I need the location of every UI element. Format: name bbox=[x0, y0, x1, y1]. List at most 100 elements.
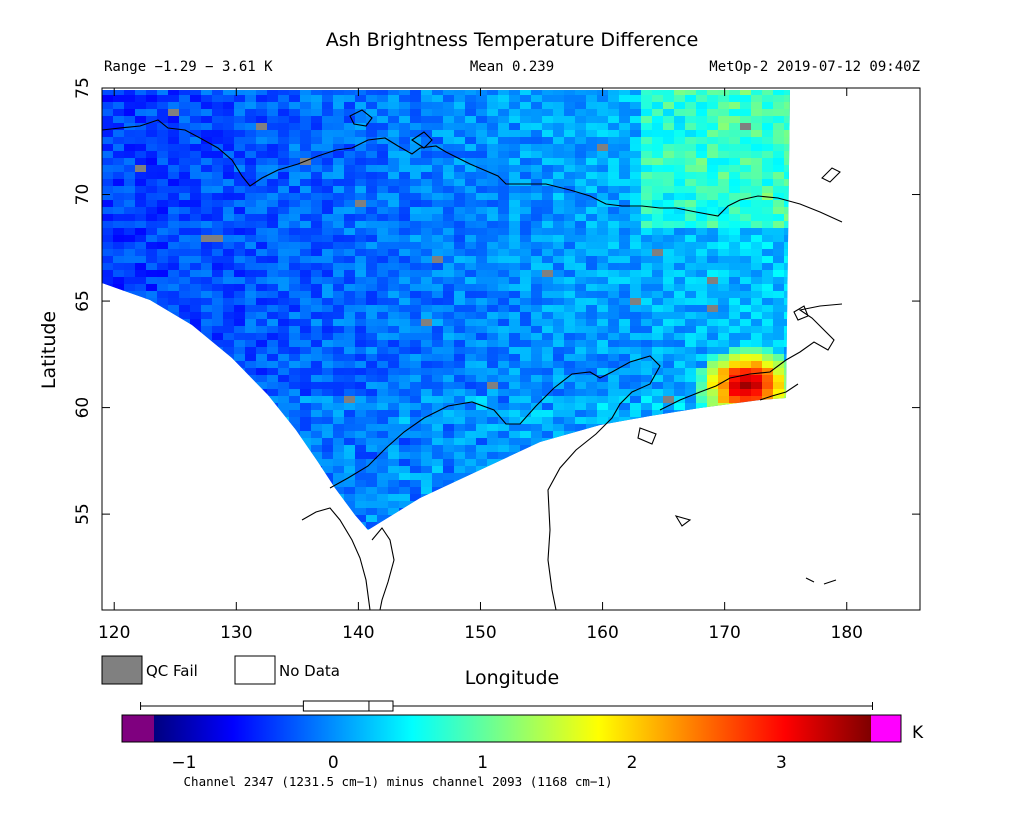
swath-pixel bbox=[476, 95, 487, 102]
swath-pixel bbox=[619, 221, 630, 228]
swath-pixel bbox=[762, 333, 773, 340]
swath-pixel bbox=[245, 298, 256, 305]
swath-pixel bbox=[663, 298, 674, 305]
swath-pixel bbox=[355, 109, 366, 116]
swath-pixel bbox=[113, 165, 124, 172]
swath-pixel bbox=[124, 90, 135, 95]
swath-pixel bbox=[487, 200, 498, 207]
colorbar-caption: Channel 2347 (1231.5 cm−1) minus channel… bbox=[184, 774, 613, 789]
swath-pixel bbox=[135, 102, 146, 109]
colorbar-under-color bbox=[122, 715, 154, 742]
swath-pixel bbox=[465, 256, 476, 263]
swath-pixel bbox=[685, 396, 696, 403]
swath-pixel bbox=[553, 90, 564, 95]
swath-pixel bbox=[575, 347, 586, 354]
swath-pixel bbox=[630, 249, 641, 256]
swath-pixel bbox=[443, 452, 454, 459]
swath-pixel bbox=[432, 165, 443, 172]
swath-pixel bbox=[355, 452, 366, 459]
swath-pixel bbox=[619, 200, 630, 207]
swath-pixel bbox=[311, 235, 322, 242]
swath-pixel bbox=[465, 249, 476, 256]
swath-pixel bbox=[212, 305, 223, 312]
swath-pixel bbox=[740, 130, 751, 137]
swath-pixel bbox=[454, 291, 465, 298]
swath-pixel bbox=[542, 228, 553, 235]
swath-pixel bbox=[696, 144, 707, 151]
swath-pixel bbox=[443, 207, 454, 214]
swath-pixel bbox=[377, 319, 388, 326]
swath-pixel bbox=[487, 186, 498, 193]
swath-pixel bbox=[597, 151, 608, 158]
swath-pixel bbox=[586, 277, 597, 284]
swath-pixel bbox=[641, 207, 652, 214]
swath-pixel bbox=[465, 438, 476, 445]
swath-pixel bbox=[278, 158, 289, 165]
swath-pixel bbox=[487, 137, 498, 144]
swath-pixel bbox=[300, 165, 311, 172]
swath-pixel bbox=[223, 116, 234, 123]
swath-pixel bbox=[454, 123, 465, 130]
swath-pixel bbox=[674, 116, 685, 123]
swath-pixel bbox=[685, 95, 696, 102]
swath-pixel bbox=[773, 291, 784, 298]
swath-pixel bbox=[773, 221, 784, 228]
swath-pixel bbox=[487, 284, 498, 291]
swath-pixel bbox=[454, 193, 465, 200]
swath-pixel bbox=[124, 263, 135, 270]
swath-pixel bbox=[432, 291, 443, 298]
swath-pixel bbox=[509, 417, 520, 424]
swath-pixel bbox=[377, 466, 388, 473]
swath-pixel bbox=[454, 445, 465, 452]
swath-pixel bbox=[432, 151, 443, 158]
swath-pixel bbox=[696, 151, 707, 158]
swath-pixel bbox=[157, 214, 168, 221]
swath-pixel bbox=[113, 151, 124, 158]
swath-pixel bbox=[245, 249, 256, 256]
swath-pixel bbox=[685, 340, 696, 347]
swath-pixel bbox=[190, 90, 201, 95]
swath-pixel bbox=[630, 116, 641, 123]
swath-pixel bbox=[498, 214, 509, 221]
swath-pixel bbox=[509, 200, 520, 207]
swath-pixel bbox=[784, 144, 790, 151]
swath-pixel bbox=[410, 214, 421, 221]
swath-pixel bbox=[740, 319, 751, 326]
swath-pixel bbox=[344, 179, 355, 186]
swath-pixel bbox=[509, 431, 520, 438]
swath-pixel bbox=[179, 109, 190, 116]
swath-pixel bbox=[454, 263, 465, 270]
swath-pixel bbox=[421, 207, 432, 214]
swath-pixel bbox=[674, 312, 685, 319]
swath-pixel bbox=[762, 305, 773, 312]
swath-pixel bbox=[542, 90, 553, 95]
swath-pixel bbox=[443, 214, 454, 221]
swath-pixel bbox=[421, 417, 432, 424]
swath-pixel bbox=[520, 347, 531, 354]
swath-pixel bbox=[410, 480, 421, 487]
swath-pixel bbox=[542, 312, 553, 319]
swath-pixel bbox=[256, 137, 267, 144]
swath-pixel bbox=[531, 284, 542, 291]
swath-pixel bbox=[641, 361, 652, 368]
swath-pixel bbox=[366, 445, 377, 452]
swath-pixel bbox=[476, 90, 487, 95]
swath-pixel bbox=[168, 186, 179, 193]
swath-pixel bbox=[322, 361, 333, 368]
swath-pixel bbox=[564, 354, 575, 361]
colorbar-over-color bbox=[871, 715, 901, 742]
swath-pixel bbox=[267, 368, 278, 375]
swath-pixel bbox=[366, 263, 377, 270]
swath-pixel bbox=[740, 333, 751, 340]
swath-pixel bbox=[674, 179, 685, 186]
swath-pixel bbox=[344, 109, 355, 116]
swath-pixel bbox=[564, 347, 575, 354]
swath-pixel bbox=[454, 354, 465, 361]
swath-pixel bbox=[597, 165, 608, 172]
swath-pixel bbox=[399, 466, 410, 473]
swath-pixel bbox=[608, 256, 619, 263]
swath-pixel bbox=[608, 235, 619, 242]
swath-pixel bbox=[586, 165, 597, 172]
swath-pixel bbox=[168, 172, 179, 179]
swath-pixel bbox=[762, 95, 773, 102]
